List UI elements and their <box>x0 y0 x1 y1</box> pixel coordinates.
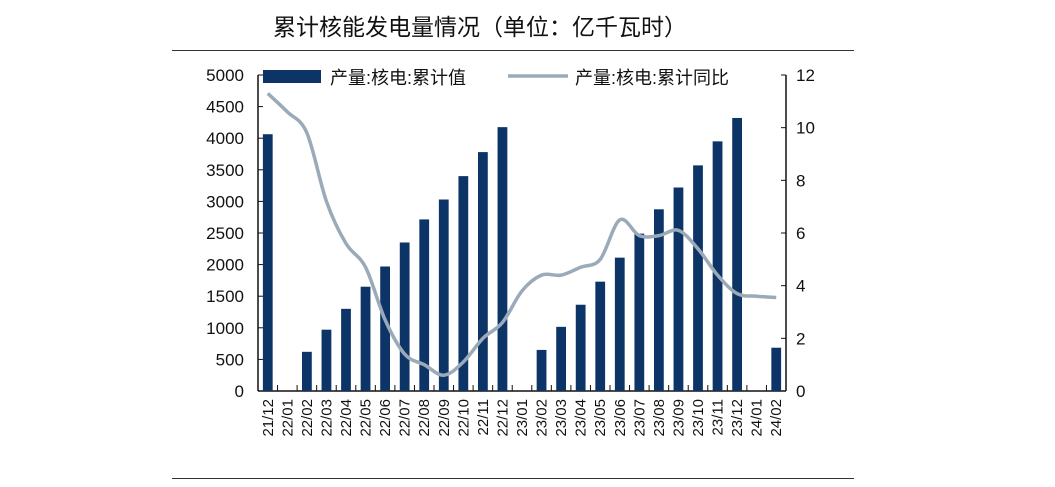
bar <box>732 117 742 391</box>
yoy-line <box>266 92 777 377</box>
left-tick-label: 3500 <box>206 161 244 180</box>
right-tick-label: 4 <box>796 277 805 296</box>
right-tick-label: 6 <box>796 224 805 243</box>
right-tick-label: 0 <box>796 382 805 401</box>
left-tick-label: 0 <box>235 382 244 401</box>
bar <box>673 187 684 391</box>
left-tick-label: 4500 <box>206 98 244 117</box>
x-tick-label: 22/11 <box>475 399 492 435</box>
x-tick-label: 22/01 <box>279 399 296 437</box>
bar <box>771 347 782 391</box>
x-tick-label: 22/02 <box>299 399 316 437</box>
x-tick-label: 22/09 <box>436 399 453 437</box>
x-tick-label: 23/10 <box>690 399 707 437</box>
x-tick-label: 24/01 <box>749 399 766 437</box>
bar <box>321 329 332 391</box>
x-tick-label: 23/11 <box>710 399 727 435</box>
legend-bar-label: 产量:核电:累计值 <box>330 68 466 88</box>
bar <box>654 209 664 391</box>
left-tick-label: 1500 <box>206 287 244 306</box>
bar <box>712 141 723 391</box>
x-tick-label: 21/12 <box>260 399 277 437</box>
x-tick-label: 23/12 <box>729 399 746 437</box>
left-tick-label: 3000 <box>206 192 244 211</box>
bottom-rule <box>172 478 854 479</box>
legend-bar-swatch <box>263 70 321 83</box>
bar <box>536 349 547 391</box>
left-tick-label: 5000 <box>206 66 244 85</box>
bar <box>575 304 586 391</box>
x-tick-label: 23/08 <box>651 399 668 437</box>
bar <box>302 351 312 391</box>
bar <box>341 308 351 391</box>
x-tick-label: 23/01 <box>514 399 531 437</box>
chart-title: 累计核能发电量情况（单位：亿千瓦时） <box>273 15 687 41</box>
x-tick-label: 23/07 <box>631 399 648 437</box>
left-tick-label: 1000 <box>206 319 244 338</box>
x-tick-label: 22/12 <box>494 399 511 437</box>
x-tick-label: 23/04 <box>573 399 590 437</box>
bar <box>419 219 430 391</box>
bar <box>399 242 410 391</box>
left-tick-label: 2500 <box>206 224 244 243</box>
right-tick-label: 12 <box>796 66 815 85</box>
bar <box>458 176 469 391</box>
x-tick-label: 22/04 <box>338 399 355 437</box>
left-tick-label: 4000 <box>206 129 244 148</box>
x-tick-label: 22/06 <box>377 399 394 437</box>
bar <box>556 326 566 391</box>
right-tick-label: 10 <box>796 119 815 138</box>
top-rule <box>172 50 854 51</box>
x-tick-label: 23/02 <box>534 399 551 437</box>
x-tick-label: 22/08 <box>416 399 433 437</box>
bar <box>262 134 273 392</box>
x-tick-label: 23/06 <box>612 399 629 437</box>
bar <box>360 286 371 391</box>
bar <box>634 233 645 391</box>
right-tick-label: 8 <box>796 171 805 190</box>
x-tick-label: 23/03 <box>553 399 570 437</box>
bar <box>614 257 625 391</box>
bar <box>497 127 508 391</box>
x-tick-label: 22/05 <box>358 399 375 437</box>
x-tick-label: 23/09 <box>670 399 687 437</box>
bar <box>380 266 390 391</box>
x-tick-label: 24/02 <box>768 399 785 437</box>
bar <box>595 281 606 391</box>
bar <box>438 199 449 391</box>
x-tick-label: 23/05 <box>592 399 609 437</box>
left-tick-label: 500 <box>216 350 244 369</box>
legend-line-label: 产量:核电:累计同比 <box>575 68 729 88</box>
bar <box>478 152 488 391</box>
right-tick-label: 2 <box>796 329 805 348</box>
left-tick-label: 2000 <box>206 256 244 275</box>
x-tick-label: 22/07 <box>397 399 414 437</box>
x-tick-label: 22/10 <box>455 399 472 437</box>
x-tick-label: 22/03 <box>318 399 335 437</box>
bar <box>693 165 703 391</box>
